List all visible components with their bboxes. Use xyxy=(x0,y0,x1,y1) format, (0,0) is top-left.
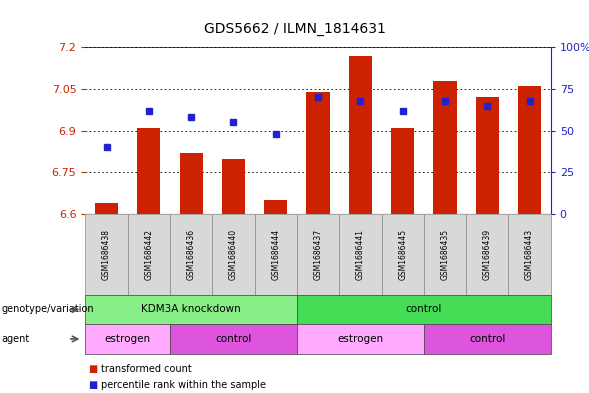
Bar xyxy=(95,203,118,214)
Text: control: control xyxy=(406,305,442,314)
Text: GSM1686444: GSM1686444 xyxy=(272,229,280,280)
Text: GSM1686441: GSM1686441 xyxy=(356,229,365,280)
Text: GDS5662 / ILMN_1814631: GDS5662 / ILMN_1814631 xyxy=(204,22,385,36)
Text: estrogen: estrogen xyxy=(337,334,383,344)
Bar xyxy=(180,153,203,214)
Bar xyxy=(264,200,287,214)
Text: GSM1686440: GSM1686440 xyxy=(229,229,238,280)
Bar xyxy=(476,97,499,214)
Text: KDM3A knockdown: KDM3A knockdown xyxy=(141,305,241,314)
Text: GSM1686437: GSM1686437 xyxy=(313,229,323,280)
Text: GSM1686438: GSM1686438 xyxy=(102,229,111,280)
Text: estrogen: estrogen xyxy=(105,334,151,344)
Text: GSM1686436: GSM1686436 xyxy=(187,229,196,280)
Text: control: control xyxy=(215,334,252,344)
Bar xyxy=(349,55,372,214)
Bar xyxy=(222,158,245,214)
Text: agent: agent xyxy=(1,334,29,344)
Text: control: control xyxy=(469,334,505,344)
Text: GSM1686443: GSM1686443 xyxy=(525,229,534,280)
Bar xyxy=(391,128,414,214)
Text: GSM1686445: GSM1686445 xyxy=(398,229,407,280)
Bar xyxy=(306,92,330,214)
Bar xyxy=(137,128,160,214)
Text: GSM1686442: GSM1686442 xyxy=(144,229,153,280)
Text: genotype/variation: genotype/variation xyxy=(1,305,94,314)
Text: ■: ■ xyxy=(88,364,98,375)
Text: percentile rank within the sample: percentile rank within the sample xyxy=(101,380,266,390)
Bar xyxy=(518,86,541,214)
Text: GSM1686439: GSM1686439 xyxy=(483,229,492,280)
Text: transformed count: transformed count xyxy=(101,364,192,375)
Text: GSM1686435: GSM1686435 xyxy=(441,229,449,280)
Bar xyxy=(434,81,456,214)
Text: ■: ■ xyxy=(88,380,98,390)
